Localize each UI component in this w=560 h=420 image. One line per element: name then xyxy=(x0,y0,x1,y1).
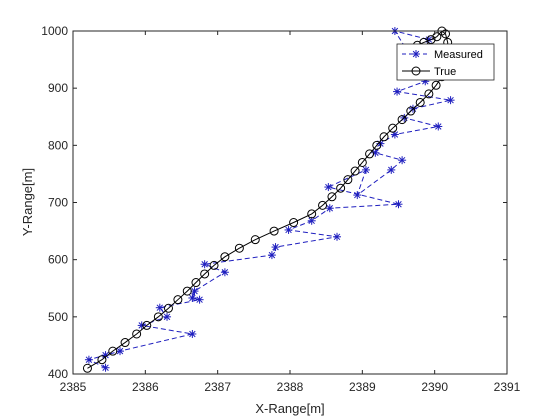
plot-background xyxy=(73,31,507,374)
true-point xyxy=(220,252,230,262)
measured-point xyxy=(267,251,276,260)
y-tick-label: 600 xyxy=(48,253,68,267)
x-axis-label: X-Range[m] xyxy=(255,401,324,416)
true-point xyxy=(307,209,317,219)
measured-point xyxy=(116,347,125,356)
measured-point xyxy=(353,191,362,200)
true-point xyxy=(388,123,398,133)
legend-true-marker xyxy=(411,66,421,76)
x-tick-label: 2391 xyxy=(494,380,521,394)
measured-point xyxy=(398,156,407,165)
true-point xyxy=(97,355,107,365)
true-point xyxy=(173,295,183,305)
x-tick-label: 2388 xyxy=(277,380,304,394)
true-point xyxy=(424,89,434,99)
true-point xyxy=(153,312,163,322)
true-point xyxy=(365,149,375,159)
measured-point xyxy=(325,204,334,213)
measured-point xyxy=(324,183,333,192)
legend-star xyxy=(412,50,420,58)
true-point xyxy=(163,303,173,313)
true-point xyxy=(269,226,279,236)
measured-point xyxy=(333,232,342,241)
y-tick-label: 900 xyxy=(48,81,68,95)
true-point xyxy=(406,106,416,116)
true-point xyxy=(397,115,407,125)
true-point xyxy=(108,346,118,356)
measured-point xyxy=(394,200,403,209)
y-tick-label: 700 xyxy=(48,196,68,210)
x-tick-label: 2386 xyxy=(132,380,159,394)
true-point xyxy=(327,192,337,202)
true-point xyxy=(350,166,360,176)
y-tick-label: 1000 xyxy=(41,24,68,38)
true-point xyxy=(182,286,192,296)
x-tick-label: 2389 xyxy=(349,380,376,394)
measured-point xyxy=(188,293,197,302)
x-tick-label: 2385 xyxy=(60,380,87,394)
true-point xyxy=(82,363,92,373)
true-point xyxy=(250,235,260,245)
x-tick-label: 2387 xyxy=(204,380,231,394)
true-point xyxy=(142,320,152,330)
true-point xyxy=(209,260,219,270)
y-tick-label: 400 xyxy=(48,367,68,381)
measured-point xyxy=(101,363,110,372)
measured-point xyxy=(195,295,204,304)
x-tick-label: 2390 xyxy=(421,380,448,394)
true-point xyxy=(132,329,142,339)
true-point xyxy=(200,269,210,279)
measured-point xyxy=(434,122,443,131)
measured-point xyxy=(271,243,280,252)
true-point xyxy=(289,218,299,228)
measured-point xyxy=(361,165,370,174)
true-point xyxy=(336,183,346,193)
measured-point xyxy=(200,260,209,269)
true-point xyxy=(432,32,442,42)
true-point xyxy=(415,97,425,107)
measured-point xyxy=(387,165,396,174)
legend: Measured True xyxy=(396,43,495,81)
measured-point xyxy=(155,303,164,312)
measured-point xyxy=(446,96,455,105)
legend-true-label: True xyxy=(434,66,456,78)
measured-point xyxy=(84,355,93,364)
true-point xyxy=(318,200,328,210)
y-ticks: 400 500 600 700 800 900 1000 xyxy=(41,24,507,381)
legend-measured-marker xyxy=(412,50,420,58)
true-point xyxy=(120,338,130,348)
x-ticks: 2385 2386 2387 2388 2389 2390 2391 xyxy=(60,31,521,394)
true-point xyxy=(431,80,441,90)
measured-point xyxy=(163,312,172,321)
measured-point xyxy=(220,268,229,277)
y-tick-label: 500 xyxy=(48,310,68,324)
measured-point xyxy=(188,329,197,338)
measured-point xyxy=(307,216,316,225)
true-point xyxy=(191,278,201,288)
y-tick-label: 800 xyxy=(48,138,68,152)
true-point xyxy=(343,175,353,185)
measured-point xyxy=(190,287,199,296)
true-point xyxy=(357,157,367,167)
true-point xyxy=(379,132,389,142)
measured-series-line xyxy=(87,30,451,369)
legend-measured-label: Measured xyxy=(434,49,483,61)
true-point xyxy=(372,140,382,150)
true-point xyxy=(234,243,244,253)
y-axis-label: Y-Range[m] xyxy=(20,168,35,236)
measured-point xyxy=(393,87,402,96)
measured-point xyxy=(284,225,293,234)
